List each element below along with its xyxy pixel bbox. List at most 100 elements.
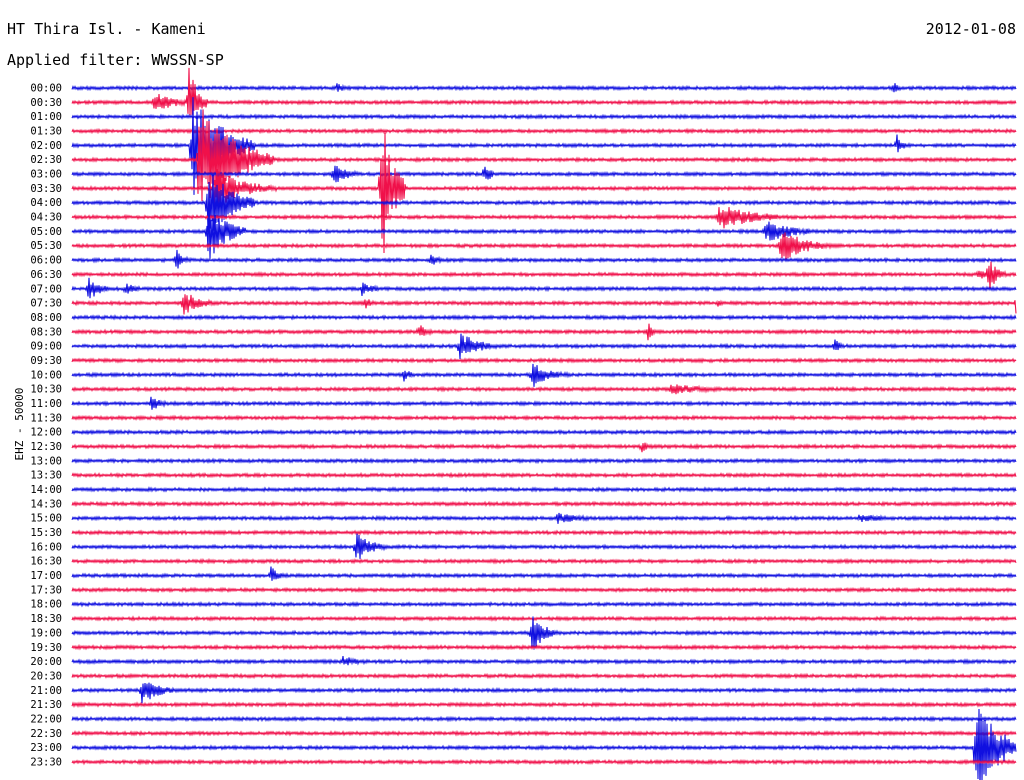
trace-row [71, 656, 1017, 666]
trace-row [71, 428, 1017, 436]
time-label: 16:00 [30, 541, 62, 553]
trace-row [71, 113, 1017, 121]
trace-row [71, 165, 1017, 183]
time-label: 13:00 [30, 455, 62, 467]
time-label: 17:00 [30, 570, 62, 582]
time-label: 08:30 [30, 326, 62, 338]
time-label: 04:30 [30, 212, 62, 224]
trace-row [71, 333, 1017, 360]
time-label: 21:30 [30, 699, 62, 711]
time-label: 02:30 [30, 154, 62, 166]
trace-row [71, 486, 1017, 493]
time-label: 11:30 [30, 412, 62, 424]
time-label: 06:00 [30, 255, 62, 267]
trace-row [71, 277, 1017, 299]
time-label: 14:30 [30, 498, 62, 510]
time-label: 20:30 [30, 670, 62, 682]
trace-row [71, 109, 1017, 202]
trace-row [71, 363, 1017, 387]
trace-row [71, 701, 1017, 708]
time-label: 03:00 [30, 169, 62, 181]
time-label: 00:30 [30, 97, 62, 109]
trace-row [71, 566, 1017, 581]
time-label: 15:30 [30, 527, 62, 539]
time-label: 12:00 [30, 427, 62, 439]
trace-row [71, 600, 1017, 608]
time-label: 10:30 [30, 384, 62, 396]
time-label-group: 00:00 00:30 01:00 01:30 02:00 02:30 03:00 03:30… [30, 83, 62, 769]
time-label: 22:00 [30, 714, 62, 726]
trace-row [71, 682, 1017, 704]
trace-row [71, 643, 1017, 651]
trace-row [71, 357, 1017, 364]
trace-row [71, 512, 1017, 524]
time-label: 11:00 [30, 398, 62, 410]
trace-row [71, 207, 1017, 229]
time-label: 00:00 [30, 83, 62, 95]
time-label: 19:30 [30, 642, 62, 654]
time-label: 05:30 [30, 240, 62, 252]
trace-row [71, 414, 1017, 422]
time-label: 01:00 [30, 111, 62, 123]
trace-row [71, 67, 1017, 116]
time-label: 05:00 [30, 226, 62, 238]
trace-row [71, 557, 1017, 565]
time-label: 08:00 [30, 312, 62, 324]
trace-row [71, 586, 1017, 594]
trace-row [71, 533, 1017, 559]
trace-row [71, 729, 1017, 737]
time-label: 23:30 [30, 757, 62, 769]
trace-row [71, 294, 1017, 315]
time-label: 10:00 [30, 369, 62, 381]
trace-row [71, 83, 1017, 93]
time-label: 16:30 [30, 556, 62, 568]
record-date: 2012-01-08 [925, 20, 1016, 38]
time-label: 09:30 [30, 355, 62, 367]
time-label: 02:00 [30, 140, 62, 152]
trace-row [71, 261, 1017, 290]
time-label: 06:30 [30, 269, 62, 281]
trace-group [71, 67, 1017, 780]
trace-row [71, 323, 1017, 341]
time-label: 07:30 [30, 298, 62, 310]
time-label: 19:00 [30, 627, 62, 639]
applied-filter: Applied filter: WWSSN-SP [7, 51, 224, 69]
time-label: 07:00 [30, 283, 62, 295]
time-label: 12:30 [30, 441, 62, 453]
time-label: 23:00 [30, 742, 62, 754]
trace-row [71, 384, 1017, 395]
trace-row [71, 174, 1017, 233]
trace-row [71, 314, 1017, 321]
time-label: 21:00 [30, 685, 62, 697]
trace-row [71, 249, 1017, 269]
time-label: 14:00 [30, 484, 62, 496]
trace-row [71, 132, 1017, 254]
time-label: 15:00 [30, 513, 62, 525]
trace-row [71, 471, 1017, 479]
trace-row [71, 616, 1017, 650]
trace-row [71, 758, 1017, 766]
time-label: 01:30 [30, 126, 62, 138]
station-title: HT Thira Isl. - Kameni [7, 20, 206, 38]
trace-row [71, 529, 1017, 536]
trace-row [71, 672, 1017, 680]
time-label: 09:00 [30, 341, 62, 353]
time-label: 04:00 [30, 197, 62, 209]
trace-row [71, 615, 1017, 622]
trace-row [71, 708, 1017, 780]
time-label: 18:00 [30, 599, 62, 611]
trace-row [71, 207, 1017, 259]
trace-row [71, 457, 1017, 465]
trace-row [71, 715, 1017, 723]
trace-row [71, 442, 1017, 453]
time-label: 13:30 [30, 470, 62, 482]
trace-row [71, 232, 1017, 260]
time-label: 18:30 [30, 613, 62, 625]
trace-row [71, 500, 1017, 508]
time-label: 20:00 [30, 656, 62, 668]
trace-row [71, 97, 1017, 195]
time-label: 17:30 [30, 584, 62, 596]
trace-row [71, 127, 1017, 135]
time-label: 03:30 [30, 183, 62, 195]
